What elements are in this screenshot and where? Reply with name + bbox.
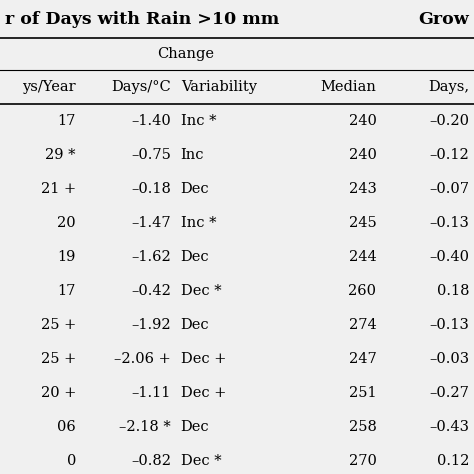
Text: Variability: Variability: [181, 80, 256, 94]
Text: –0.13: –0.13: [429, 318, 469, 332]
Text: 17: 17: [57, 284, 76, 298]
Text: –1.47: –1.47: [132, 216, 171, 230]
Text: –1.92: –1.92: [132, 318, 171, 332]
Text: Dec +: Dec +: [181, 352, 226, 366]
Text: 21 +: 21 +: [41, 182, 76, 196]
Text: 06: 06: [57, 420, 76, 434]
Text: 0: 0: [66, 454, 76, 468]
Text: –0.07: –0.07: [429, 182, 469, 196]
Text: Inc *: Inc *: [181, 114, 216, 128]
Text: 260: 260: [348, 284, 376, 298]
Text: 270: 270: [348, 454, 376, 468]
Text: 20 +: 20 +: [40, 386, 76, 400]
Text: Days,: Days,: [428, 80, 469, 94]
Text: 29 *: 29 *: [46, 148, 76, 162]
Text: Median: Median: [320, 80, 376, 94]
Text: Grow: Grow: [419, 11, 469, 28]
Text: –1.40: –1.40: [131, 114, 171, 128]
Text: 17: 17: [57, 114, 76, 128]
Text: r of Days with Rain >10 mm: r of Days with Rain >10 mm: [5, 11, 279, 28]
Text: Change: Change: [157, 47, 214, 61]
Text: ys/Year: ys/Year: [22, 80, 76, 94]
Text: Dec +: Dec +: [181, 386, 226, 400]
Text: 247: 247: [349, 352, 376, 366]
Text: 0.12: 0.12: [437, 454, 469, 468]
Text: Dec *: Dec *: [181, 284, 221, 298]
Text: Dec: Dec: [181, 420, 210, 434]
Text: –0.03: –0.03: [429, 352, 469, 366]
Text: 244: 244: [349, 250, 376, 264]
Text: Dec: Dec: [181, 318, 210, 332]
Text: Dec: Dec: [181, 250, 210, 264]
Text: –0.13: –0.13: [429, 216, 469, 230]
Text: 19: 19: [57, 250, 76, 264]
Text: Days/°C: Days/°C: [111, 80, 171, 94]
Text: –0.40: –0.40: [429, 250, 469, 264]
Text: 25 +: 25 +: [41, 352, 76, 366]
Text: –2.06 +: –2.06 +: [114, 352, 171, 366]
Text: Dec: Dec: [181, 182, 210, 196]
Text: 0.18: 0.18: [437, 284, 469, 298]
Text: Dec *: Dec *: [181, 454, 221, 468]
Text: 20: 20: [57, 216, 76, 230]
Text: 240: 240: [348, 114, 376, 128]
Text: –0.12: –0.12: [429, 148, 469, 162]
Text: –0.27: –0.27: [429, 386, 469, 400]
Text: 251: 251: [349, 386, 376, 400]
Text: –2.18 *: –2.18 *: [119, 420, 171, 434]
Text: 274: 274: [349, 318, 376, 332]
Text: –0.82: –0.82: [131, 454, 171, 468]
Text: –0.75: –0.75: [131, 148, 171, 162]
Text: Inc *: Inc *: [181, 216, 216, 230]
Text: 240: 240: [348, 148, 376, 162]
Text: 243: 243: [348, 182, 376, 196]
Text: –1.62: –1.62: [131, 250, 171, 264]
Text: 245: 245: [349, 216, 376, 230]
Text: –0.42: –0.42: [131, 284, 171, 298]
Text: Inc: Inc: [181, 148, 204, 162]
Text: 25 +: 25 +: [41, 318, 76, 332]
Text: –0.43: –0.43: [429, 420, 469, 434]
Text: –1.11: –1.11: [132, 386, 171, 400]
Text: –0.20: –0.20: [429, 114, 469, 128]
Text: –0.18: –0.18: [131, 182, 171, 196]
Text: 258: 258: [348, 420, 376, 434]
